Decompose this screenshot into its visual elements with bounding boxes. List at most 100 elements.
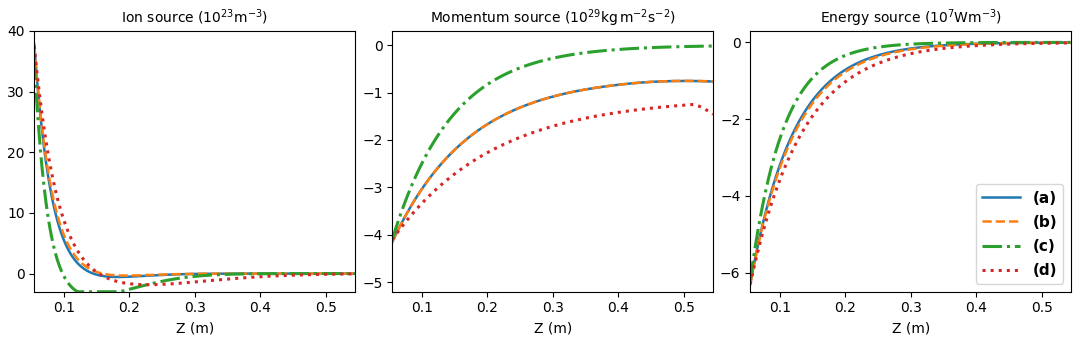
(b) xyxy=(744,282,757,286)
(a) xyxy=(538,97,551,101)
(b) xyxy=(577,88,590,92)
Line: (b): (b) xyxy=(392,81,713,242)
(a) xyxy=(183,272,196,276)
(a) xyxy=(706,79,719,83)
Line: (a): (a) xyxy=(392,81,713,242)
Title: Ion source $(10^{23}\mathrm{m}^{-3})$: Ion source $(10^{23}\mathrm{m}^{-3})$ xyxy=(121,8,268,27)
(d) xyxy=(649,106,662,110)
(a) xyxy=(577,88,590,92)
(b) xyxy=(559,91,572,95)
(c) xyxy=(540,57,553,62)
(d) xyxy=(348,272,361,276)
(b) xyxy=(291,272,304,276)
(a) xyxy=(898,48,911,52)
(b) xyxy=(1007,41,1020,45)
Line: (d): (d) xyxy=(34,46,355,285)
(d) xyxy=(700,108,713,112)
(c) xyxy=(202,273,215,277)
(a) xyxy=(917,45,930,49)
(b) xyxy=(540,96,553,101)
(b) xyxy=(1065,41,1078,45)
Line: (c): (c) xyxy=(392,46,713,240)
(a) xyxy=(540,96,553,101)
(c) xyxy=(1065,40,1078,44)
(a) xyxy=(935,43,948,48)
(c) xyxy=(577,51,590,55)
(a) xyxy=(1007,41,1020,45)
(d) xyxy=(220,277,233,281)
(a) xyxy=(291,272,304,276)
(b) xyxy=(181,272,194,276)
(c) xyxy=(1056,40,1069,44)
(d) xyxy=(744,282,757,286)
(b) xyxy=(183,272,196,276)
(a) xyxy=(896,48,909,52)
(d) xyxy=(687,102,700,106)
(a) xyxy=(342,272,355,276)
(d) xyxy=(706,112,719,116)
Line: (d): (d) xyxy=(392,104,713,240)
(c) xyxy=(28,58,41,63)
(d) xyxy=(935,47,948,51)
(a) xyxy=(28,43,41,47)
(c) xyxy=(649,45,662,50)
Legend: (a), (b), (c), (d): (a), (b), (c), (d) xyxy=(977,184,1063,284)
(b) xyxy=(28,44,41,48)
(d) xyxy=(181,280,194,285)
(c) xyxy=(348,272,361,276)
(c) xyxy=(1007,40,1020,44)
(c) xyxy=(291,272,304,276)
X-axis label: Z (m): Z (m) xyxy=(534,321,571,335)
Title: Momentum source $(10^{29}\mathrm{kg\,m}^{-2}\mathrm{s}^{-2})$: Momentum source $(10^{29}\mathrm{kg\,m}^… xyxy=(430,7,676,28)
(a) xyxy=(1065,40,1078,44)
(d) xyxy=(28,44,41,48)
(c) xyxy=(935,41,948,45)
(c) xyxy=(386,238,399,242)
(b) xyxy=(342,272,355,276)
(d) xyxy=(896,53,909,57)
(a) xyxy=(559,91,572,95)
(c) xyxy=(706,44,719,48)
Line: (c): (c) xyxy=(34,61,355,292)
(d) xyxy=(559,121,572,125)
(c) xyxy=(183,275,196,279)
(a) xyxy=(181,272,194,276)
(d) xyxy=(202,279,215,283)
(c) xyxy=(898,42,911,47)
Line: (a): (a) xyxy=(750,42,1072,284)
(d) xyxy=(141,283,154,287)
(c) xyxy=(699,44,711,48)
X-axis label: Z (m): Z (m) xyxy=(892,321,930,335)
(d) xyxy=(1065,41,1078,45)
(c) xyxy=(538,58,551,62)
(b) xyxy=(202,272,215,276)
(c) xyxy=(220,272,233,276)
(a) xyxy=(348,272,361,276)
(b) xyxy=(917,45,930,50)
(b) xyxy=(898,48,911,52)
(d) xyxy=(538,127,551,131)
(c) xyxy=(71,290,84,294)
(a) xyxy=(202,272,215,276)
(c) xyxy=(342,272,355,276)
(d) xyxy=(1056,41,1069,45)
(b) xyxy=(700,79,713,83)
(c) xyxy=(917,41,930,45)
(a) xyxy=(678,79,691,83)
(c) xyxy=(559,54,572,58)
Title: Energy source $(10^{7}\mathrm{Wm}^{-3})$: Energy source $(10^{7}\mathrm{Wm}^{-3})$ xyxy=(819,7,1001,28)
(d) xyxy=(577,117,590,121)
(b) xyxy=(348,272,361,276)
(a) xyxy=(386,240,399,244)
(b) xyxy=(649,80,662,84)
(b) xyxy=(386,240,399,244)
(d) xyxy=(917,49,930,53)
(b) xyxy=(935,44,948,48)
(d) xyxy=(386,238,399,242)
(d) xyxy=(898,53,911,57)
(b) xyxy=(220,272,233,276)
(d) xyxy=(342,272,355,276)
(a) xyxy=(111,275,124,279)
(a) xyxy=(700,79,713,83)
(d) xyxy=(183,280,196,285)
